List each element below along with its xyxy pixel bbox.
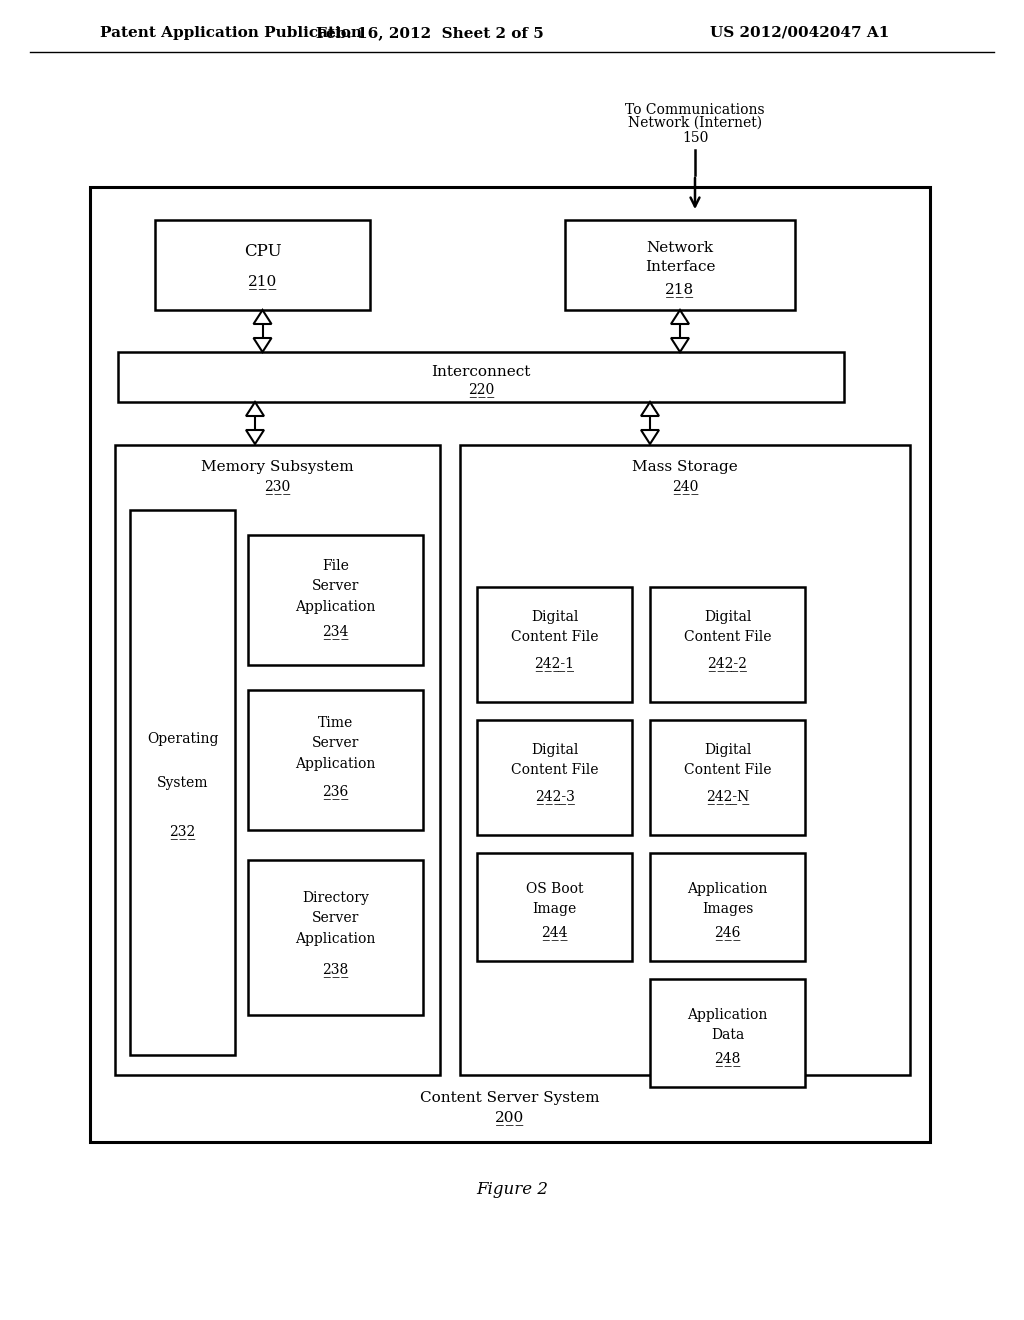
Text: 2̲1̲8̲: 2̲1̲8̲ — [666, 282, 694, 297]
Text: Images: Images — [701, 902, 754, 916]
Bar — [90, 187, 930, 1142]
Text: US 2012/0042047 A1: US 2012/0042047 A1 — [711, 26, 890, 40]
Text: System: System — [157, 776, 208, 789]
Text: 2̲2̲0̲: 2̲2̲0̲ — [468, 383, 495, 397]
Text: Digital: Digital — [530, 610, 579, 624]
Text: Content File: Content File — [684, 763, 771, 777]
Polygon shape — [671, 310, 689, 323]
Bar — [248, 861, 423, 1015]
Text: Interface: Interface — [645, 260, 715, 275]
Bar — [248, 690, 423, 830]
Text: Content File: Content File — [511, 630, 598, 644]
Bar — [115, 445, 440, 1074]
Text: 2̲4̲6̲: 2̲4̲6̲ — [715, 925, 740, 940]
Polygon shape — [641, 430, 659, 444]
Bar — [477, 719, 632, 836]
Text: 2̲4̲2̲-̲N̲: 2̲4̲2̲-̲N̲ — [706, 789, 750, 804]
Text: Directory: Directory — [302, 891, 369, 906]
Text: Time: Time — [317, 715, 353, 730]
Polygon shape — [246, 430, 264, 444]
Text: Content File: Content File — [511, 763, 598, 777]
Text: 2̲4̲2̲-̲2̲: 2̲4̲2̲-̲2̲ — [708, 656, 748, 672]
Text: 2̲4̲8̲: 2̲4̲8̲ — [715, 1052, 740, 1067]
Text: 2̲3̲6̲: 2̲3̲6̲ — [323, 784, 348, 800]
Bar — [650, 979, 805, 1086]
Text: Server: Server — [312, 911, 359, 925]
Text: Figure 2: Figure 2 — [476, 1181, 548, 1199]
Bar — [650, 587, 805, 702]
Text: 2̲4̲2̲-̲3̲: 2̲4̲2̲-̲3̲ — [535, 789, 574, 804]
Text: Application: Application — [295, 756, 376, 771]
Text: Data: Data — [711, 1028, 744, 1041]
Text: CPU: CPU — [244, 243, 282, 260]
Text: To Communications: To Communications — [626, 103, 765, 117]
Text: Digital: Digital — [703, 610, 752, 624]
Bar — [477, 853, 632, 961]
Bar — [477, 587, 632, 702]
Text: Memory Subsystem: Memory Subsystem — [201, 459, 354, 474]
Text: Application: Application — [687, 1008, 768, 1022]
Polygon shape — [254, 310, 271, 323]
Bar — [565, 220, 795, 310]
Text: 150: 150 — [682, 131, 709, 145]
Text: 2̲3̲4̲: 2̲3̲4̲ — [323, 624, 349, 639]
Text: 2̲1̲0̲: 2̲1̲0̲ — [248, 275, 278, 289]
Text: 2̲3̲8̲: 2̲3̲8̲ — [323, 962, 348, 977]
Text: 2̲4̲0̲: 2̲4̲0̲ — [672, 479, 698, 495]
Text: Application: Application — [295, 601, 376, 614]
Text: Mass Storage: Mass Storage — [632, 459, 738, 474]
Text: 2̲3̲0̲: 2̲3̲0̲ — [264, 479, 291, 495]
Bar — [650, 853, 805, 961]
Text: Server: Server — [312, 737, 359, 750]
Text: Digital: Digital — [703, 743, 752, 756]
Text: Content File: Content File — [684, 630, 771, 644]
Text: OS Boot: OS Boot — [525, 882, 584, 896]
Text: 2̲4̲2̲-̲1̲: 2̲4̲2̲-̲1̲ — [535, 656, 574, 672]
Polygon shape — [246, 403, 264, 416]
Polygon shape — [671, 338, 689, 352]
Bar — [130, 510, 234, 1055]
Bar — [155, 220, 370, 310]
Text: 2̲4̲4̲: 2̲4̲4̲ — [542, 925, 567, 940]
Text: Server: Server — [312, 579, 359, 593]
Text: Image: Image — [532, 902, 577, 916]
Text: Interconnect: Interconnect — [431, 366, 530, 379]
Text: Network (Internet): Network (Internet) — [628, 116, 762, 129]
Text: Application: Application — [295, 932, 376, 946]
Text: Patent Application Publication: Patent Application Publication — [100, 26, 362, 40]
Text: Digital: Digital — [530, 743, 579, 756]
Text: Feb. 16, 2012  Sheet 2 of 5: Feb. 16, 2012 Sheet 2 of 5 — [316, 26, 544, 40]
Text: Operating: Operating — [146, 731, 218, 746]
Text: File: File — [323, 558, 349, 573]
Bar — [248, 535, 423, 665]
Bar — [460, 445, 910, 1074]
Polygon shape — [254, 338, 271, 352]
Text: Application: Application — [687, 882, 768, 896]
Text: Content Server System: Content Server System — [420, 1092, 600, 1105]
Bar — [650, 719, 805, 836]
Text: 2̲0̲0̲: 2̲0̲0̲ — [496, 1110, 524, 1126]
Bar — [118, 352, 844, 403]
Text: Network: Network — [646, 242, 714, 255]
Polygon shape — [641, 403, 659, 416]
Text: 2̲3̲2̲: 2̲3̲2̲ — [169, 824, 196, 840]
